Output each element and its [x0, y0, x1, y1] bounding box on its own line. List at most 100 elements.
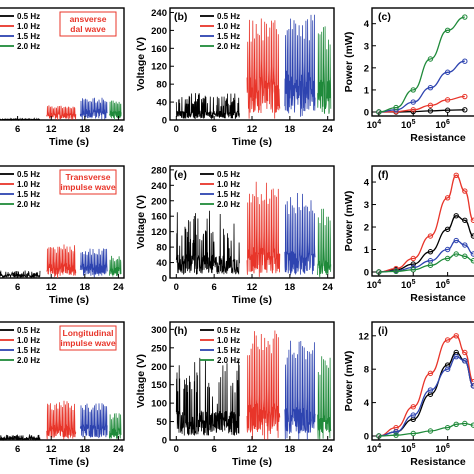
y-tick-label: 0 [364, 108, 369, 119]
y-tick-label: 240 [151, 181, 167, 192]
legend-entry: 2.0 Hz [17, 200, 40, 209]
y-tick-label: 3 [364, 200, 369, 211]
power-point [470, 233, 474, 239]
y-tick-label: 0 [162, 436, 167, 447]
x-tick-label: 24 [322, 282, 333, 293]
signal-15Hz [284, 192, 316, 276]
annotation-line: impulse wave [60, 338, 116, 348]
power-curve-05Hz [378, 215, 474, 273]
x-tick-label: 18 [285, 124, 296, 135]
y-tick-label: 280 [151, 165, 167, 176]
x-tick-exponent: 6 [446, 119, 450, 126]
y-tick-label: 120 [151, 227, 167, 238]
x-tick-label: 18 [80, 444, 91, 455]
legend-entry: 1.0 Hz [217, 336, 240, 345]
y-tick-label: 200 [151, 26, 167, 37]
plot-frame [371, 7, 474, 117]
x-tick-exponent: 5 [412, 119, 416, 126]
y-axis-title: Power (mW) [343, 32, 355, 93]
y-axis-title: Voltage (V) [135, 354, 147, 408]
legend-entry: 0.5 Hz [217, 326, 240, 335]
signal-15Hz [284, 340, 316, 440]
power-point [462, 107, 468, 113]
panel-label: (c) [378, 11, 391, 23]
power-point [453, 421, 459, 428]
x-tick-label: 0 [174, 282, 179, 293]
x-tick-label: 6 [212, 444, 217, 455]
signal-05Hz [0, 434, 41, 442]
y-axis-title: Power (mW) [343, 191, 355, 252]
panel-a: 6 12 18 24 Time (s) 0.5 Hz1.0 Hz1.5 Hz2.0 Hz a… [0, 7, 125, 148]
signal-10Hz [246, 18, 281, 119]
legend-entry: 2.0 Hz [217, 200, 240, 209]
plot-frame [371, 165, 474, 277]
y-tick-label: 40 [156, 98, 167, 109]
panel-label: (i) [378, 325, 388, 337]
legend-entry: 2.0 Hz [17, 356, 40, 365]
y-tick-label: 160 [151, 212, 167, 223]
x-axis-title: Time (s) [232, 294, 272, 306]
x-tick-exponent: 4 [377, 119, 381, 126]
y-axis-title: Power (mW) [343, 351, 355, 412]
y-tick-label: 40 [156, 258, 167, 269]
x-tick-label: 106 [435, 279, 450, 291]
panel-label: (h) [174, 325, 187, 337]
x-tick-exponent: 5 [412, 279, 416, 286]
x-tick-exponent: 5 [412, 443, 416, 450]
power-point [410, 87, 416, 93]
power-point [444, 97, 451, 103]
x-tick-exponent: 4 [377, 279, 381, 286]
panel-b: 0 6 12 18 24 Time (s) 0 40 80 120 160 200 240 Voltage… [135, 7, 335, 148]
power-point [453, 353, 459, 360]
power-point [453, 172, 459, 178]
x-tick-label: 104 [367, 279, 382, 291]
x-tick-label: 105 [401, 119, 416, 131]
y-tick-label: 1 [364, 245, 370, 256]
power-point [410, 261, 416, 267]
y-tick-label: 0 [364, 268, 369, 279]
signal-05Hz [175, 93, 240, 120]
power-curve-15Hz [378, 239, 474, 273]
annotation-line: ansverse [70, 14, 107, 24]
plot-frame [0, 7, 125, 121]
power-point [444, 195, 451, 201]
x-tick-label: 106 [435, 443, 450, 455]
signal-20Hz [317, 356, 332, 440]
signal-05Hz [0, 270, 41, 279]
power-point [393, 104, 399, 111]
plot-frame [0, 321, 125, 441]
annotation-line: Longitudinal [63, 328, 114, 338]
legend-entry: 2.0 Hz [217, 42, 240, 51]
power-point [470, 383, 474, 389]
x-axis-title: Resistance [410, 132, 466, 144]
signal-15Hz [79, 403, 108, 439]
signal-05Hz [0, 117, 41, 122]
y-tick-label: 0 [162, 116, 167, 127]
x-tick-label: 24 [322, 444, 333, 455]
x-tick-label: 0 [174, 124, 179, 135]
y-tick-label: 240 [151, 8, 167, 19]
power-point [427, 262, 434, 268]
x-tick-label: 106 [435, 119, 450, 131]
legend-entry: 0.5 Hz [217, 170, 240, 179]
power-point [444, 246, 451, 253]
power-point [444, 255, 451, 262]
power-point [427, 428, 434, 434]
power-point [427, 56, 434, 62]
power-point [462, 253, 468, 259]
plot-frame [371, 321, 474, 441]
power-point [462, 188, 468, 194]
power-point [453, 333, 459, 339]
power-point [393, 429, 399, 435]
x-tick-label: 24 [113, 444, 124, 455]
legend-entry: 2.0 Hz [217, 356, 240, 365]
power-point [427, 387, 434, 393]
panel-label: (f) [378, 169, 389, 181]
power-point [462, 358, 468, 364]
x-tick-label: 18 [80, 282, 91, 293]
x-tick-label: 6 [15, 444, 20, 455]
power-point [444, 337, 451, 343]
